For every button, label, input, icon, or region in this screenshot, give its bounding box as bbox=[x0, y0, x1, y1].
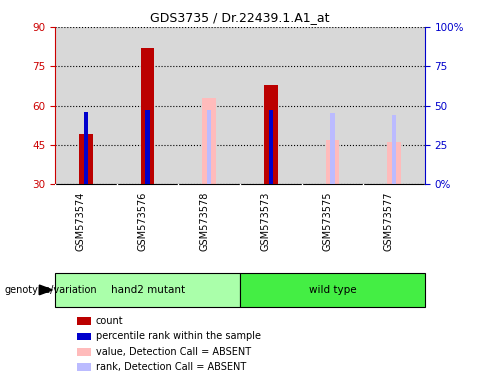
Text: GSM573576: GSM573576 bbox=[138, 191, 148, 251]
Bar bbox=[240, 273, 425, 307]
Bar bbox=[77, 348, 91, 356]
Text: count: count bbox=[96, 316, 124, 326]
Bar bbox=[84, 112, 88, 184]
Text: percentile rank within the sample: percentile rank within the sample bbox=[96, 331, 261, 341]
Text: GSM573575: GSM573575 bbox=[323, 191, 332, 251]
Bar bbox=[387, 142, 401, 184]
Bar bbox=[79, 134, 93, 184]
Bar bbox=[203, 98, 216, 184]
Bar bbox=[207, 110, 211, 184]
Text: GDS3735 / Dr.22439.1.A1_at: GDS3735 / Dr.22439.1.A1_at bbox=[150, 12, 330, 25]
Text: rank, Detection Call = ABSENT: rank, Detection Call = ABSENT bbox=[96, 362, 246, 372]
Text: genotype/variation: genotype/variation bbox=[5, 285, 97, 295]
Bar bbox=[264, 84, 277, 184]
Text: wild type: wild type bbox=[309, 285, 356, 295]
Bar bbox=[145, 110, 150, 184]
Bar bbox=[77, 317, 91, 325]
Text: GSM573578: GSM573578 bbox=[199, 191, 209, 251]
Text: value, Detection Call = ABSENT: value, Detection Call = ABSENT bbox=[96, 347, 251, 357]
Text: hand2 mutant: hand2 mutant bbox=[110, 285, 185, 295]
Bar bbox=[330, 114, 335, 184]
Bar bbox=[55, 273, 240, 307]
Bar bbox=[269, 110, 273, 184]
Text: GSM573577: GSM573577 bbox=[384, 191, 394, 251]
Bar bbox=[325, 140, 339, 184]
Polygon shape bbox=[39, 285, 52, 295]
Text: GSM573573: GSM573573 bbox=[261, 191, 271, 251]
Text: GSM573574: GSM573574 bbox=[76, 191, 86, 251]
Bar bbox=[77, 363, 91, 371]
Bar bbox=[77, 333, 91, 340]
Bar bbox=[392, 115, 396, 184]
Bar bbox=[141, 48, 155, 184]
